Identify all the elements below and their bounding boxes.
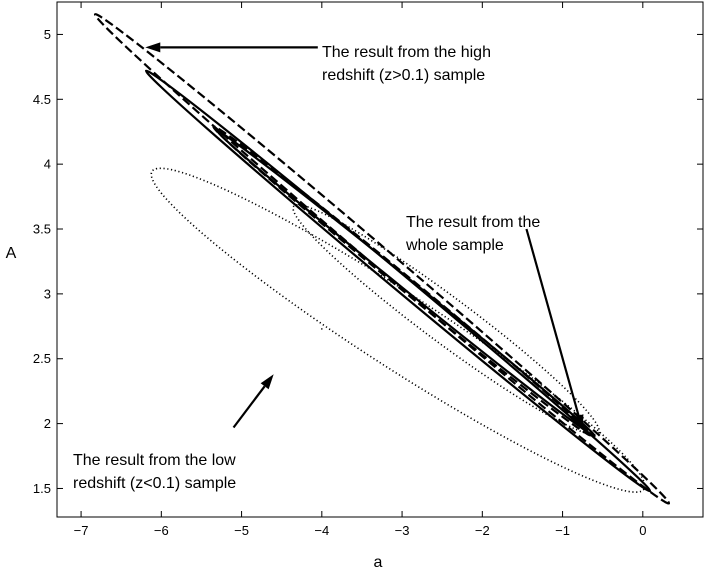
x-tick-label: −3: [395, 523, 410, 538]
annotation-arrows: [145, 42, 584, 431]
annotations: The result from the high redshift (z>0.1…: [73, 44, 540, 492]
y-tick-label: 4.5: [33, 92, 51, 107]
contour-whole-outer: [144, 69, 652, 493]
y-tick-label: 1.5: [33, 481, 51, 496]
x-tick-label: −6: [154, 523, 169, 538]
x-tick-label: −5: [234, 523, 249, 538]
arrow-shaft-1: [525, 228, 580, 416]
y-tick-label: 3.5: [33, 222, 51, 237]
annotation-low-line-1: The result from the low: [73, 452, 236, 469]
contour-high-outer: [93, 13, 671, 505]
arrow-head-2: [260, 374, 274, 390]
annotation-high-line-2: redshift (z>0.1) sample: [322, 67, 485, 84]
y-tick-label: 2.5: [33, 351, 51, 366]
x-tick-label: −4: [314, 523, 329, 538]
arrow-head-0: [145, 42, 161, 53]
annotation-whole-line-1: The result from the: [406, 214, 540, 231]
annotation-high-line-1: The result from the high: [322, 44, 491, 61]
x-tick-label: 0: [639, 523, 646, 538]
annotation-whole-line-2: whole sample: [405, 237, 504, 254]
arrow-shaft-2: [232, 385, 266, 429]
y-tick-label: 4: [44, 157, 51, 172]
x-axis-label: a: [374, 554, 383, 571]
axis-ticks: −7 −6 −5 −4 −3 −2 −1 0 1.5 2 2.5 3 3.5 4 4.5 5: [33, 2, 703, 538]
x-tick-label: −7: [74, 523, 89, 538]
center-marker: [321, 328, 323, 330]
y-tick-label: 2: [44, 416, 51, 431]
contour-lines: [93, 13, 671, 505]
contour-low-outer: [150, 167, 646, 493]
annotation-low-line-2: redshift (z<0.1) sample: [73, 475, 236, 492]
x-tick-label: −2: [475, 523, 490, 538]
y-tick-label: 3: [44, 286, 51, 301]
y-tick-label: 5: [44, 27, 51, 42]
y-axis-label: A: [6, 245, 17, 262]
arrow-head-1: [573, 414, 584, 431]
contour-low-inner: [292, 204, 601, 436]
x-tick-label: −1: [555, 523, 570, 538]
